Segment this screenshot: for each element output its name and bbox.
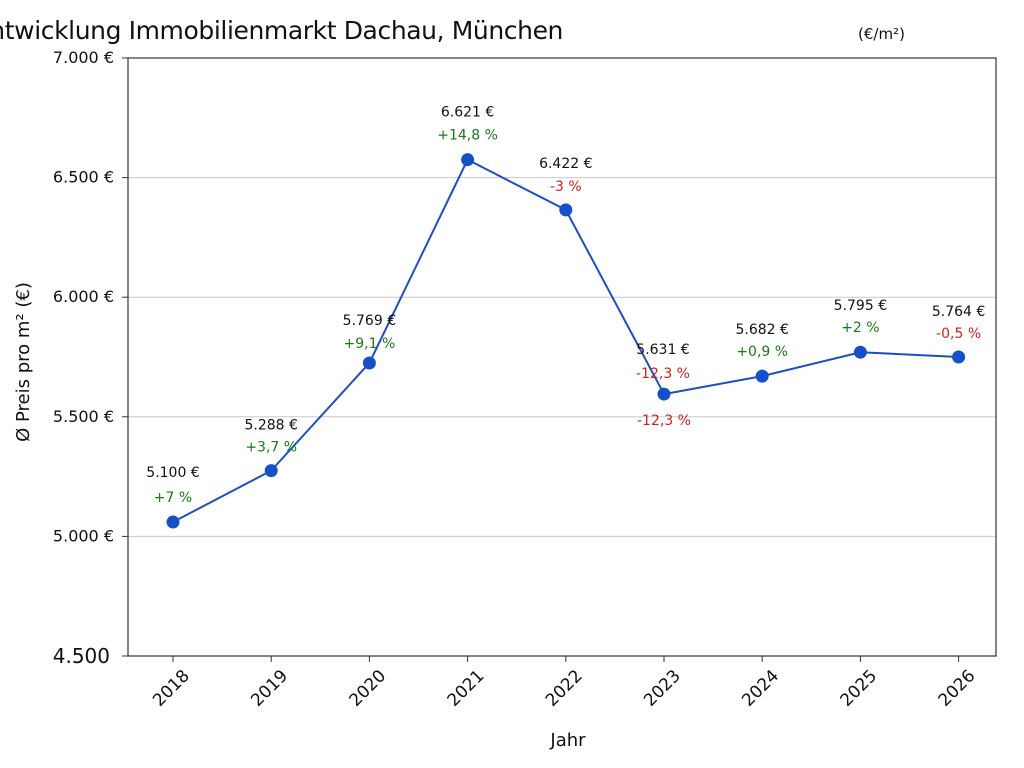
change-label: +14,8 % (437, 128, 498, 144)
change-label: +7 % (154, 490, 192, 506)
change-label: +0,9 % (736, 344, 788, 360)
data-point (264, 464, 278, 478)
change-label: -0,5 % (936, 326, 981, 342)
x-tick-label: 2023 (640, 666, 685, 711)
series-line-group (166, 153, 966, 529)
y-tick-label: 6.000 € (53, 287, 114, 306)
x-tick-label: 2020 (345, 666, 390, 711)
y-axis-label: Ø Preis pro m² (€) (13, 282, 34, 442)
value-label: 5.682 € (735, 322, 788, 338)
value-label: 5.795 € (834, 298, 887, 314)
data-point (755, 369, 769, 383)
y-tick-label: 6.500 € (53, 168, 114, 187)
x-tick-label: 2024 (738, 666, 783, 711)
y-tick-label: 4.500 (53, 644, 110, 668)
change-label: +2 % (841, 320, 879, 336)
x-tick-label: 2018 (149, 666, 194, 711)
change-label: -3 % (550, 179, 582, 195)
chart-title: Preisentwicklung Immobilienmarkt Dachau,… (0, 16, 563, 45)
extra-change-label: -12,3 % (637, 413, 691, 429)
value-label: 6.621 € (441, 105, 494, 121)
value-label: 5.631 € (636, 342, 689, 358)
y-tick-label: 5.500 € (53, 407, 114, 426)
y-tick-label: 5.000 € (53, 526, 114, 545)
value-label: 5.764 € (932, 304, 985, 320)
x-tick-label: 2025 (836, 666, 881, 711)
x-tick-label: 2019 (247, 666, 292, 711)
change-label: +9,1 % (344, 336, 396, 352)
data-point (166, 515, 180, 529)
value-label: 5.769 € (343, 313, 396, 329)
data-point (461, 153, 475, 167)
change-label: +3,7 % (245, 440, 297, 456)
x-tick-label: 2026 (935, 666, 980, 711)
x-tick-label: 2021 (444, 666, 489, 711)
data-point (559, 203, 573, 217)
y-axis: 4.500 5.000 € 5.500 € 6.000 € 6.500 € 7.000 € (53, 48, 128, 668)
change-label: -12,3 % (636, 366, 690, 382)
data-point (952, 350, 966, 364)
chart-title-unit: (€/m²) (858, 25, 905, 43)
grid-lines (128, 177, 996, 537)
value-label: 6.422 € (539, 156, 592, 172)
data-labels: 5.100 € +7 % 5.288 € +3,7 % 5.769 € +9,1 % 6.6… (146, 105, 985, 506)
data-point (657, 387, 671, 401)
y-tick-label: 7.000 € (53, 48, 114, 67)
x-axis-label: Jahr (549, 730, 586, 751)
data-point (853, 345, 867, 359)
value-label: 5.100 € (146, 465, 199, 481)
plot-frame (127, 57, 997, 657)
x-tick-label: 2022 (542, 666, 587, 711)
value-label: 5.288 € (244, 418, 297, 434)
x-axis: 2018 2019 2020 2021 2022 2023 2024 2025 2026 (149, 656, 979, 711)
data-point (362, 356, 376, 370)
